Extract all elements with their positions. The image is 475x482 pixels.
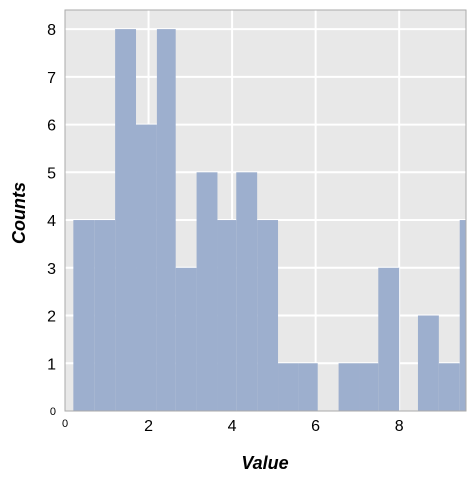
histogram-bar-13: [338, 363, 360, 411]
y-tick-label-5: 5: [47, 165, 56, 182]
y-tick-label-3: 3: [47, 261, 56, 278]
y-tick-label-0: 0: [50, 406, 56, 418]
histogram-bar-4: [156, 29, 176, 411]
histogram-bar-14: [359, 363, 379, 411]
histogram-bar-7: [217, 220, 237, 411]
histogram-bar-9: [257, 220, 279, 411]
x-tick-label-6: 6: [311, 418, 320, 435]
x-tick-label-0: 0: [62, 418, 68, 430]
y-axis-label: Counts: [9, 182, 29, 244]
plot-frame: [64, 9, 467, 412]
y-tick-label-1: 1: [47, 356, 56, 373]
y-axis-ticks: 0 1 2 3 4 5 6 7 8: [47, 22, 56, 418]
y-tick-label-2: 2: [47, 309, 56, 326]
histogram-bar-19: [459, 220, 466, 411]
histogram-bars: [73, 29, 466, 412]
histogram-bar-5: [175, 267, 197, 411]
histogram-bar-1: [94, 220, 116, 411]
histogram-bar-3: [136, 124, 157, 412]
histogram-bar-11: [298, 363, 318, 411]
x-tick-label-4: 4: [228, 418, 237, 435]
x-axis-ticks: 0 2 4 6 8: [62, 418, 404, 435]
y-tick-label-7: 7: [47, 70, 56, 87]
x-axis-label: Value: [241, 453, 288, 473]
histogram-bar-6: [196, 172, 218, 411]
histogram-bar-10: [278, 363, 299, 411]
histogram-bar-8: [236, 172, 258, 411]
x-tick-label-2: 2: [144, 418, 153, 435]
histogram-bar-15: [378, 267, 400, 411]
histogram-bar-17: [417, 315, 439, 411]
y-tick-label-6: 6: [47, 118, 56, 135]
y-tick-label-8: 8: [47, 22, 56, 39]
y-tick-label-4: 4: [47, 213, 56, 230]
histogram-bar-0: [73, 220, 95, 411]
histogram-bar-2: [115, 29, 137, 411]
x-tick-label-8: 8: [395, 418, 404, 435]
histogram-bar-18: [438, 363, 460, 411]
